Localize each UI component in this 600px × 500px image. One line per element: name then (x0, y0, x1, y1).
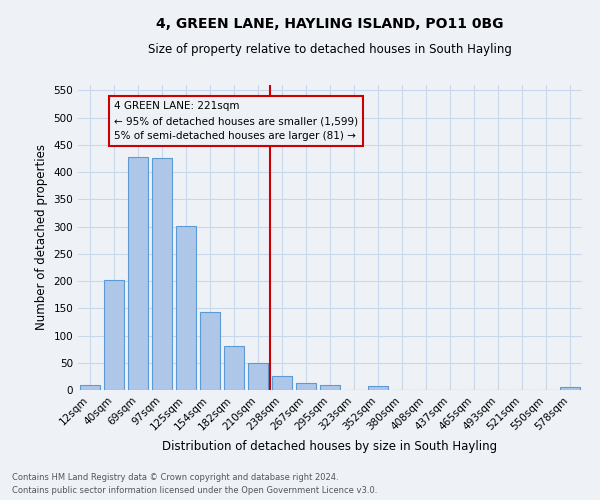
Text: 4 GREEN LANE: 221sqm
← 95% of detached houses are smaller (1,599)
5% of semi-det: 4 GREEN LANE: 221sqm ← 95% of detached h… (114, 102, 358, 141)
Bar (248, 363, 268, 390)
Bar (224, 346, 244, 390)
Text: Contains HM Land Registry data © Crown copyright and database right 2024.: Contains HM Land Registry data © Crown c… (12, 474, 338, 482)
Bar (152, 158, 172, 390)
Bar (296, 383, 316, 390)
Bar (368, 386, 388, 390)
Y-axis label: Number of detached properties: Number of detached properties (35, 144, 48, 330)
Bar (320, 384, 340, 390)
Bar (80, 384, 100, 390)
X-axis label: Distribution of detached houses by size in South Hayling: Distribution of detached houses by size … (163, 440, 497, 453)
Bar (176, 226, 196, 390)
Bar (128, 157, 148, 390)
Bar (560, 388, 580, 390)
Bar (104, 280, 124, 390)
Text: Contains public sector information licensed under the Open Government Licence v3: Contains public sector information licen… (12, 486, 377, 495)
Text: 4, GREEN LANE, HAYLING ISLAND, PO11 0BG: 4, GREEN LANE, HAYLING ISLAND, PO11 0BG (156, 18, 504, 32)
Text: Size of property relative to detached houses in South Hayling: Size of property relative to detached ho… (148, 42, 512, 56)
Bar (272, 376, 292, 390)
Bar (200, 312, 220, 390)
